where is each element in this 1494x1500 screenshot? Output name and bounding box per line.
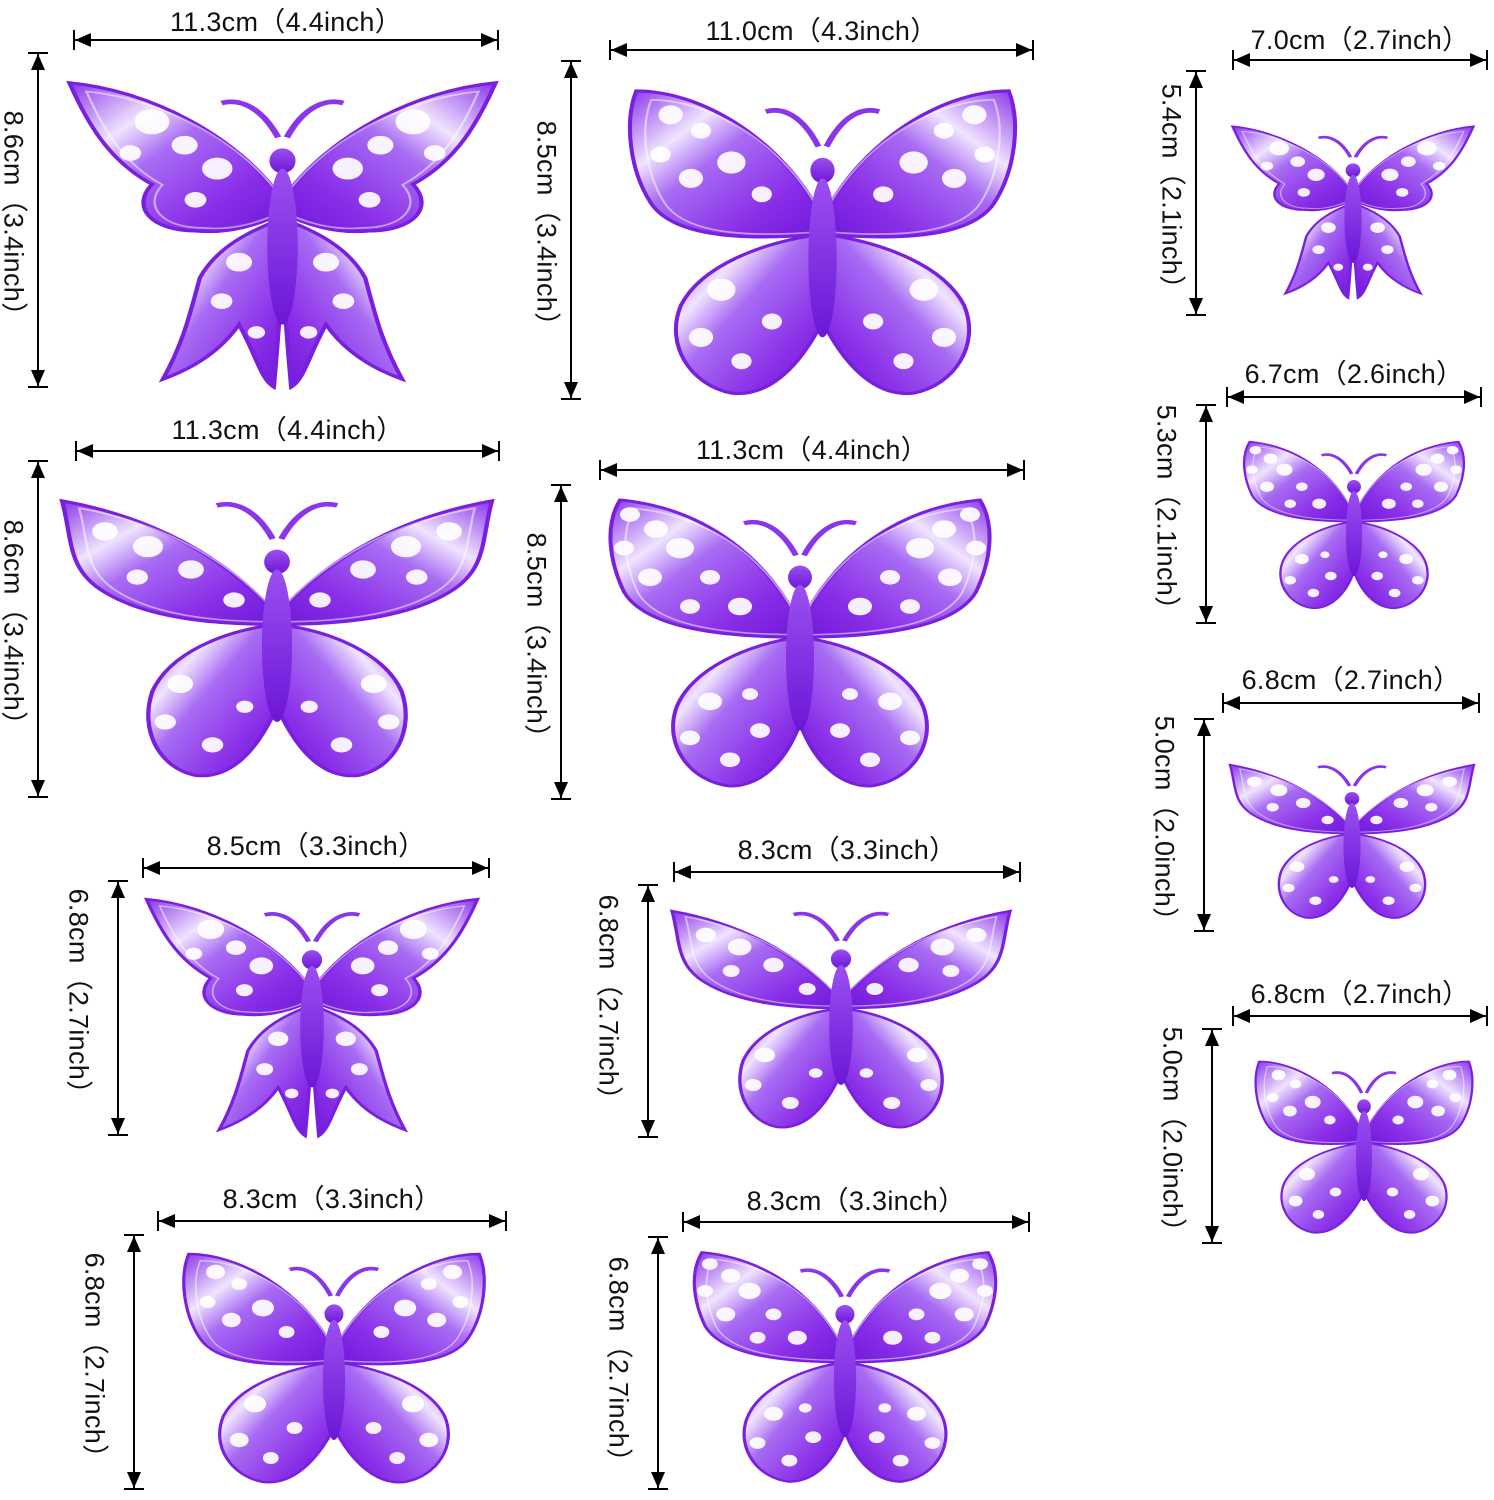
width-dimension: 11.3cm（4.4inch） — [73, 7, 499, 52]
width-label: 7.0cm（2.7inch） — [1250, 25, 1470, 55]
width-dimension: 11.3cm（4.4inch） — [599, 435, 1025, 482]
butterfly-image — [59, 478, 495, 783]
width-dimension: 8.5cm（3.3inch） — [142, 831, 490, 880]
width-label: 6.8cm（2.7inch） — [1241, 665, 1461, 695]
butterfly-image — [65, 75, 500, 391]
width-dimension: 6.8cm（2.7inch） — [1232, 979, 1488, 1028]
width-dimension: 8.3cm（3.3inch） — [157, 1184, 507, 1233]
butterfly-card-11: 8.3cm（3.3inch） 6.8cm（2.7inch） — [0, 0, 540, 1500]
height-label: 5.0cm（2.0inch） — [1157, 1026, 1188, 1246]
butterfly-svg — [182, 1252, 486, 1484]
height-dimension: 8.6cm（3.4inch） — [0, 460, 50, 798]
butterfly-card-5: 11.3cm（4.4inch） 8.5cm（3.4inch） — [0, 0, 1060, 810]
butterfly-card-1: 11.3cm（4.4inch） 8.6cm（3.4inch） — [0, 0, 520, 400]
butterfly-card-8: 8.5cm（3.3inch） 6.8cm（2.7inch） — [0, 0, 520, 1150]
width-label: 8.3cm（3.3inch） — [746, 1186, 966, 1216]
height-dimension: 6.8cm（2.7inch） — [604, 1236, 670, 1490]
butterfly-card-2: 11.0cm（4.3inch） 8.5cm（3.4inch） — [0, 0, 1060, 410]
height-dimension: 5.0cm（2.0inch） — [1158, 1027, 1224, 1245]
butterfly-image — [176, 1248, 492, 1488]
height-dimension: 6.8cm（2.7inch） — [64, 880, 130, 1136]
butterfly-image — [686, 1250, 1004, 1484]
butterfly-image — [143, 893, 481, 1139]
butterfly-svg — [669, 909, 1013, 1129]
butterfly-card-9: 8.3cm（3.3inch） 6.8cm（2.7inch） — [594, 835, 1021, 1138]
height-dimension: 5.0cm（2.0inch） — [1150, 716, 1216, 934]
width-label: 11.3cm（4.4inch） — [169, 7, 403, 37]
height-dimension: 5.4cm（2.1inch） — [1157, 70, 1208, 316]
butterfly-svg — [59, 498, 495, 778]
butterfly-card-12: 8.3cm（3.3inch） 6.8cm（2.7inch） — [604, 1186, 1030, 1490]
butterfly-image — [1228, 752, 1476, 922]
width-dimension: 8.3cm（3.3inch） — [673, 835, 1021, 884]
height-dimension: 8.6cm（3.4inch） — [0, 52, 50, 388]
butterfly-svg — [627, 89, 1018, 395]
height-dimension: 6.8cm（2.7inch） — [594, 884, 660, 1138]
butterfly-image — [1238, 440, 1470, 610]
butterfly-svg — [143, 897, 481, 1139]
butterfly-image — [620, 83, 1025, 401]
butterfly-svg — [1254, 1060, 1474, 1234]
width-label: 6.8cm（2.7inch） — [1250, 979, 1470, 1009]
butterfly-svg — [66, 80, 499, 391]
butterfly-card-10: 6.8cm（2.7inch） 5.0cm（2.0inch） — [1158, 979, 1488, 1245]
height-dimension: 8.5cm（3.4inch） — [522, 484, 573, 800]
butterfly-svg — [1230, 125, 1476, 300]
butterfly-image — [1250, 1057, 1478, 1237]
width-dimension: 6.8cm（2.7inch） — [1222, 665, 1480, 715]
butterfly-svg — [692, 1251, 998, 1483]
butterfly-card-6: 6.7cm（2.6inch） 5.3cm（2.1inch） — [0, 0, 1494, 640]
width-dimension: 6.7cm（2.6inch） — [1226, 359, 1482, 409]
butterfly-card-7: 6.8cm（2.7inch） 5.0cm（2.0inch） — [1150, 665, 1480, 934]
width-dimension: 11.3cm（4.4inch） — [75, 415, 500, 463]
height-dimension: 8.5cm（3.4inch） — [532, 60, 583, 400]
butterfly-image — [1230, 122, 1476, 300]
butterfly-card-3: 7.0cm（2.7inch） 5.4cm（2.1inch） — [0, 0, 1494, 320]
width-label: 11.3cm（4.4inch） — [171, 415, 404, 445]
butterfly-svg — [1242, 440, 1466, 610]
butterfly-image — [600, 497, 1000, 789]
height-dimension: 6.8cm（2.7inch） — [80, 1234, 146, 1490]
height-label: 6.8cm（2.7inch） — [603, 1256, 634, 1476]
height-dimension: 5.3cm（2.1inch） — [1152, 404, 1218, 624]
butterfly-svg — [608, 498, 992, 788]
width-dimension: 11.0cm（4.3inch） — [609, 16, 1034, 62]
butterfly-svg — [1228, 763, 1476, 919]
width-label: 11.3cm（4.4inch） — [695, 435, 929, 465]
width-label: 8.5cm（3.3inch） — [206, 831, 426, 861]
width-label: 6.7cm（2.6inch） — [1244, 359, 1464, 389]
butterfly-image — [669, 893, 1013, 1133]
butterfly-card-4: 11.3cm（4.4inch） 8.6cm（3.4inch） — [0, 0, 520, 810]
width-label: 11.0cm（4.3inch） — [705, 16, 938, 46]
width-label: 8.3cm（3.3inch） — [222, 1184, 442, 1214]
width-dimension: 8.3cm（3.3inch） — [682, 1186, 1030, 1234]
width-label: 8.3cm（3.3inch） — [737, 835, 957, 865]
width-dimension: 7.0cm（2.7inch） — [1232, 25, 1488, 72]
